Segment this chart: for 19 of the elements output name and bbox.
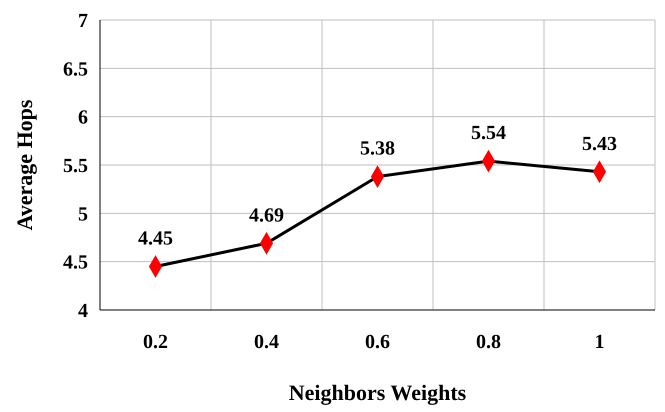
y-tick-label: 5 — [78, 203, 88, 226]
x-tick-label: 1 — [594, 331, 604, 353]
y-tick-label: 5.5 — [63, 155, 88, 177]
x-tick-label: 0.4 — [254, 331, 279, 353]
data-label: 5.43 — [582, 132, 617, 155]
x-axis-title: Neighbors Weights — [288, 380, 467, 405]
y-tick-label: 6.5 — [63, 58, 88, 80]
y-tick-label: 7 — [78, 10, 88, 32]
y-tick-label: 6 — [78, 106, 88, 129]
y-tick-label: 4 — [78, 300, 88, 322]
x-tick-label: 0.2 — [143, 331, 168, 353]
data-label: 4.45 — [138, 228, 173, 250]
data-label: 5.38 — [360, 138, 395, 160]
data-label: 4.69 — [249, 204, 284, 226]
y-axis-title: Average Hops — [12, 99, 37, 230]
x-tick-label: 0.6 — [365, 331, 390, 353]
x-tick-label: 0.8 — [476, 331, 501, 353]
data-label: 5.54 — [471, 122, 506, 144]
y-tick-label: 4.5 — [63, 252, 88, 274]
